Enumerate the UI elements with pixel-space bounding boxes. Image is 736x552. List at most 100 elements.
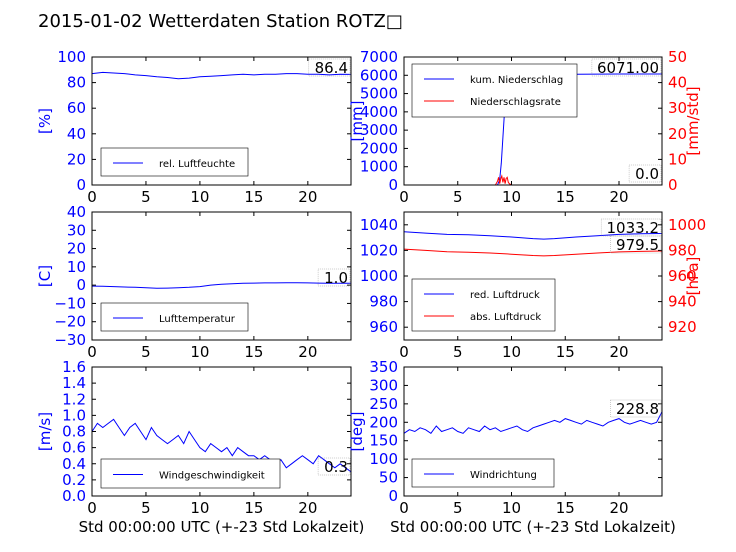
y-tick-label-right-precip-4: 40 xyxy=(668,74,687,92)
legend-label-winddir-0: Windrichtung xyxy=(470,470,537,481)
y-axis-label-humidity: [%] xyxy=(36,108,54,134)
legend-label-precip-1: Niederschlagsrate xyxy=(470,97,561,108)
x-tick-label-windspeed-1: 5 xyxy=(141,499,151,517)
y-tick-label-temperature-6: 30 xyxy=(67,221,86,239)
y-tick-label-windspeed-2: 0.4 xyxy=(62,455,86,473)
legend-box-winddir xyxy=(411,458,555,488)
legend-label-temperature-0: Lufttemperatur xyxy=(159,314,236,325)
y-tick-label-precip-6: 6000 xyxy=(360,66,398,84)
y-tick-label-right-precip-1: 10 xyxy=(668,150,687,168)
x-tick-label-humidity-0: 0 xyxy=(87,188,97,206)
last-value-right-precip: 0.0 xyxy=(635,165,659,183)
y-tick-label-precip-0: 0 xyxy=(388,176,398,194)
x-tick-label-winddir-2: 10 xyxy=(502,499,521,517)
subplot-temperature: 0 5 10 15 20−30−20−10010203040[C]Lufttempera… xyxy=(36,203,352,361)
series-line-temperature-0 xyxy=(91,282,351,289)
x-tick-label-winddir-4: 20 xyxy=(609,499,628,517)
y-tick-label-windspeed-6: 1.2 xyxy=(62,390,86,408)
series-line-pressure-0 xyxy=(403,231,663,240)
legend-box-humidity xyxy=(100,147,249,177)
plot-frame-humidity xyxy=(91,56,352,186)
x-tick-label-winddir-3: 15 xyxy=(556,499,575,517)
legend-label-pressure-1: abs. Luftdruck xyxy=(470,312,541,323)
y-tick-label-windspeed-7: 1.4 xyxy=(62,374,86,392)
y-axis-label-temperature: [C] xyxy=(36,265,54,287)
y-tick-label-right-precip-5: 50 xyxy=(668,48,687,66)
x-tick-label-winddir-1: 5 xyxy=(453,499,463,517)
legend-temperature: Lufttemperatur xyxy=(100,302,249,332)
x-tick-label-temperature-3: 15 xyxy=(244,343,263,361)
y-tick-label-pressure-0: 960 xyxy=(369,318,398,336)
subplot-pressure: 0 5 10 15 20 960 980 1000 1020 1040 920 940 960 980 10… xyxy=(360,211,706,361)
x-tick-label-precip-4: 20 xyxy=(609,188,628,206)
y-tick-label-windspeed-1: 0.2 xyxy=(62,471,86,489)
x-tick-label-winddir-0: 0 xyxy=(399,499,409,517)
y-axis-label-precip: [mm] xyxy=(348,101,366,142)
legend-label-windspeed-0: Windgeschwindigkeit xyxy=(159,471,265,482)
last-value-temperature-box xyxy=(317,268,351,287)
last-value-winddir-box xyxy=(610,399,662,418)
figure-title: 2015-01-02 Wetterdaten Station ROTZ□ xyxy=(38,11,403,32)
x-tick-label-temperature-1: 5 xyxy=(141,343,151,361)
x-tick-label-windspeed-0: 0 xyxy=(87,499,97,517)
x-tick-label-pressure-2: 10 xyxy=(502,343,521,361)
y-tick-label-winddir-4: 200 xyxy=(369,413,398,431)
y-tick-label-right-pressure-1: 940 xyxy=(668,293,697,311)
y-axis-label-winddir: [deg] xyxy=(348,412,366,452)
last-value-winddir: 228.8 xyxy=(616,400,659,418)
y-axis-label-right-pressure: [hPa] xyxy=(684,257,702,296)
last-value-windspeed: 0.3 xyxy=(324,458,348,476)
last-value-right-pressure: 979.5 xyxy=(616,236,659,254)
legend-humidity: rel. Luftfeuchte xyxy=(100,147,249,177)
y-tick-label-temperature-7: 40 xyxy=(67,203,86,221)
series-line-winddir-0 xyxy=(403,411,663,434)
x-axis-label-winddir: Std 00:00:00 UTC (+-23 Std Lokalzeit) xyxy=(390,518,676,536)
y-tick-label-temperature-0: −30 xyxy=(54,331,86,349)
subplot-precip: 0 5 10 15 2001000200030004000500060007000010… xyxy=(348,48,702,206)
x-tick-label-humidity-4: 20 xyxy=(298,188,317,206)
last-value-windspeed-box xyxy=(317,457,351,476)
y-tick-label-winddir-0: 0 xyxy=(388,487,398,505)
legend-box-temperature xyxy=(100,302,249,332)
last-value-precip: 6071.00 xyxy=(597,59,659,77)
y-tick-label-right-pressure-4: 1000 xyxy=(668,216,706,234)
y-tick-label-winddir-3: 150 xyxy=(369,432,398,450)
x-tick-label-pressure-4: 20 xyxy=(609,343,628,361)
y-tick-label-windspeed-0: 0.0 xyxy=(62,487,86,505)
x-tick-label-humidity-2: 10 xyxy=(190,188,209,206)
y-tick-label-right-precip-0: 0 xyxy=(668,176,678,194)
y-tick-label-pressure-3: 1020 xyxy=(360,241,398,259)
legend-label-precip-0: kum. Niederschlag xyxy=(470,75,563,86)
y-tick-label-right-precip-2: 20 xyxy=(668,125,687,143)
series-line-precip-1 xyxy=(404,174,662,186)
legend-winddir: Windrichtung xyxy=(411,458,555,488)
legend-label-humidity-0: rel. Luftfeuchte xyxy=(159,159,235,170)
last-value-temperature: 1.0 xyxy=(324,269,348,287)
x-tick-label-precip-3: 15 xyxy=(556,188,575,206)
x-tick-label-temperature-4: 20 xyxy=(298,343,317,361)
legend-box-pressure xyxy=(411,278,556,332)
y-tick-label-right-precip-3: 30 xyxy=(668,99,687,117)
last-value-humidity-box xyxy=(308,58,351,77)
y-tick-label-right-pressure-0: 920 xyxy=(668,318,697,336)
x-tick-label-windspeed-3: 15 xyxy=(244,499,263,517)
series-line-humidity-0 xyxy=(91,71,352,80)
plot-frame-precip xyxy=(403,56,663,186)
legend-box-windspeed xyxy=(100,458,281,489)
y-tick-label-winddir-7: 350 xyxy=(369,358,398,376)
y-axis-label-right-precip: [mm/std] xyxy=(684,86,702,155)
y-tick-label-windspeed-8: 1.6 xyxy=(62,358,86,376)
y-tick-label-windspeed-4: 0.8 xyxy=(62,423,86,441)
x-tick-label-precip-2: 10 xyxy=(502,188,521,206)
x-axis-label-windspeed: Std 00:00:00 UTC (+-23 Std Lokalzeit) xyxy=(79,518,365,536)
subplot-windspeed: 0 5 10 15 20 0.00.20.40.60.81.01.21.41.6 [m/s]… xyxy=(36,358,364,536)
y-tick-label-humidity-4: 80 xyxy=(67,74,86,92)
y-tick-label-temperature-4: 10 xyxy=(67,258,86,276)
plot-frame-winddir xyxy=(403,366,663,497)
y-tick-label-humidity-0: 0 xyxy=(76,176,86,194)
y-tick-label-precip-1: 1000 xyxy=(360,158,398,176)
legend-windspeed: Windgeschwindigkeit xyxy=(100,458,281,489)
y-tick-label-humidity-5: 100 xyxy=(57,48,86,66)
